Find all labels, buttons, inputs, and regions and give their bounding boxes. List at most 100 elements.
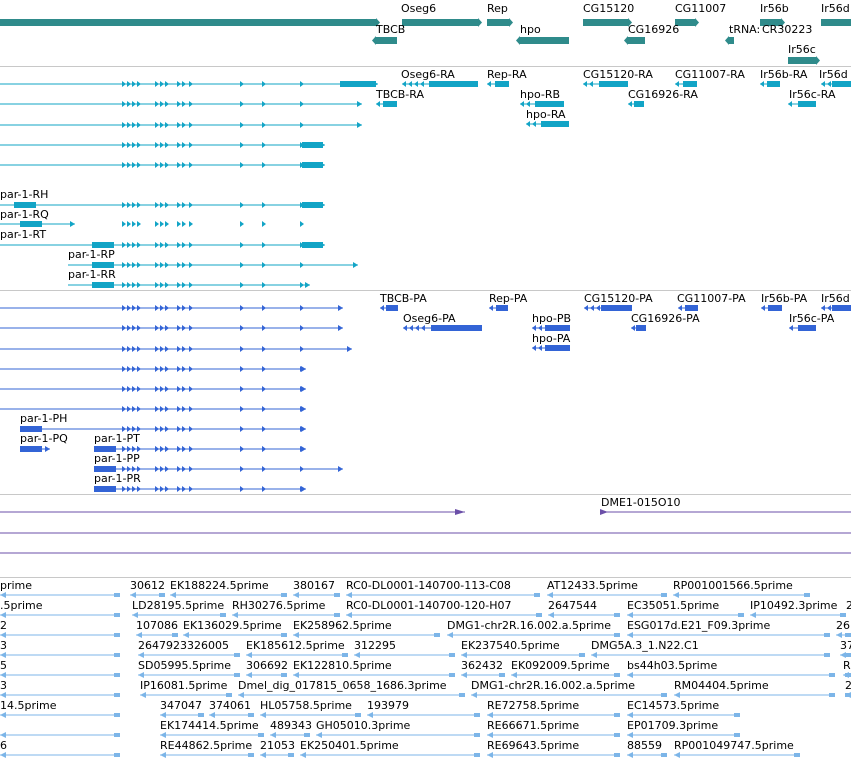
est-label[interactable]: 26	[836, 619, 850, 632]
est-label[interactable]: 380167	[293, 579, 335, 592]
cds-label[interactable]: Ir56c-PA	[789, 312, 835, 325]
cds-label[interactable]: par-1-PR	[94, 472, 141, 485]
est-label[interactable]: 6	[0, 739, 7, 752]
est-label[interactable]: DMG1-chr2R.16.002.a.5prime	[447, 619, 612, 632]
est-label[interactable]: 14.5prime	[0, 699, 57, 712]
gene-feature[interactable]	[520, 37, 569, 44]
oligo-label[interactable]: DME1-015O10	[601, 496, 681, 509]
est-label[interactable]: 107086	[136, 619, 178, 632]
gene-label[interactable]: CG15120	[583, 2, 635, 15]
gene-feature[interactable]	[376, 37, 397, 44]
transcript-label[interactable]: Ir56b-RA	[760, 68, 808, 81]
transcript-label[interactable]: par-1-RT	[0, 228, 47, 241]
est-label[interactable]: 193979	[367, 699, 409, 712]
est-label[interactable]: EP01709.3prime	[627, 719, 719, 732]
est-label[interactable]: EC35051.5prime	[627, 599, 720, 612]
est-label[interactable]: LD28195.5prime	[132, 599, 225, 612]
transcript-label[interactable]: hpo-RB	[520, 88, 561, 101]
transcript-label[interactable]: par-1-RH	[0, 188, 49, 201]
gene-label[interactable]: hpo	[520, 23, 541, 36]
est-label[interactable]: RM04404.5prime	[674, 679, 769, 692]
transcript-label[interactable]: CG11007-RA	[675, 68, 745, 81]
est-label[interactable]: 3	[0, 679, 7, 692]
gene-feature[interactable]	[729, 37, 734, 44]
est-label[interactable]: EC14573.5prime	[627, 699, 720, 712]
cds-label[interactable]: par-1-PH	[20, 412, 68, 425]
gene-feature[interactable]	[760, 19, 781, 26]
est-label[interactable]: 88559	[627, 739, 662, 752]
gene-label[interactable]: CG16926	[628, 23, 680, 36]
cds-label[interactable]: TBCB-PA	[380, 292, 427, 305]
est-label[interactable]: 312295	[354, 639, 396, 652]
est-label[interactable]: 2	[846, 599, 851, 612]
transcript-label[interactable]: par-1-RQ	[0, 208, 49, 221]
cds-label[interactable]: Ir56b-PA	[761, 292, 808, 305]
cds-label[interactable]: hpo-PA	[532, 332, 571, 345]
est-label[interactable]: ESG017d.E21_F09.3prime	[627, 619, 771, 632]
transcript-label[interactable]: Ir56d	[819, 68, 848, 81]
cds-label[interactable]: Rep-PA	[489, 292, 528, 305]
est-label[interactable]: 362432	[461, 659, 503, 672]
transcript-label[interactable]: CG15120-RA	[583, 68, 653, 81]
est-label[interactable]: EK122810.5prime	[293, 659, 392, 672]
est-label[interactable]: EK136029.5prime	[183, 619, 282, 632]
transcript-label[interactable]: hpo-RA	[526, 108, 566, 121]
est-label[interactable]: 2647544	[548, 599, 597, 612]
cds-label[interactable]: Oseg6-PA	[403, 312, 456, 325]
est-label[interactable]: 3	[0, 639, 7, 652]
est-label[interactable]: 30612	[130, 579, 165, 592]
gene-feature[interactable]	[821, 19, 851, 26]
cds-label[interactable]: hpo-PB	[532, 312, 572, 325]
est-label[interactable]: GH05010.3prime	[316, 719, 411, 732]
gene-feature[interactable]	[583, 19, 628, 26]
gene-feature[interactable]	[402, 19, 478, 26]
est-label[interactable]: EK237540.5prime	[461, 639, 560, 652]
est-label[interactable]: 2	[0, 619, 7, 632]
est-label[interactable]: EK250401.5prime	[300, 739, 399, 752]
est-label[interactable]: SD05995.5prime	[138, 659, 231, 672]
gene-label[interactable]: Ir56b	[760, 2, 789, 15]
cds-label[interactable]: par-1-PQ	[20, 432, 68, 445]
est-label[interactable]: 374061	[209, 699, 251, 712]
est-label[interactable]: RE72758.5prime	[487, 699, 580, 712]
transcript-label[interactable]: TBCB-RA	[376, 88, 424, 101]
transcript-label[interactable]: Rep-RA	[487, 68, 527, 81]
est-label[interactable]: EK092009.5prime	[511, 659, 610, 672]
est-label[interactable]: EK174414.5prime	[160, 719, 259, 732]
gene-label[interactable]: CG11007	[675, 2, 727, 15]
cds-label[interactable]: CG15120-PA	[584, 292, 653, 305]
est-label[interactable]: 37	[840, 639, 851, 652]
est-label[interactable]: RH30276.5prime	[232, 599, 326, 612]
transcript-label[interactable]: par-1-RP	[68, 248, 115, 261]
est-label[interactable]: EK258962.5prime	[293, 619, 392, 632]
est-label[interactable]: RP001049747.5prime	[674, 739, 794, 752]
est-label[interactable]: EK188224.5prime	[170, 579, 269, 592]
est-label[interactable]: RC0-DL0001-140700-120-H07	[346, 599, 512, 612]
cds-label[interactable]: par-1-PT	[94, 432, 140, 445]
est-label[interactable]: RE44862.5prime	[160, 739, 253, 752]
est-label[interactable]: Dmel_dig_017815_0658_1686.3prime	[238, 679, 447, 692]
est-label[interactable]: 2	[845, 679, 851, 692]
gene-label[interactable]: Ir56d	[821, 2, 850, 15]
est-label[interactable]: RE66671.5prime	[487, 719, 580, 732]
est-label[interactable]: R	[843, 659, 851, 672]
gene-label[interactable]: tRNA:	[729, 23, 761, 36]
est-label[interactable]: prime	[0, 579, 33, 592]
cds-label[interactable]: CG11007-PA	[677, 292, 746, 305]
est-label[interactable]: RC0-DL0001-140700-113-C08	[346, 579, 511, 592]
cds-label[interactable]: par-1-PP	[94, 452, 140, 465]
gene-label[interactable]: CR30223	[762, 23, 813, 36]
gene-label[interactable]: TBCB	[376, 23, 406, 36]
est-label[interactable]: 489343	[270, 719, 312, 732]
est-label[interactable]: DMG5A.3_1.N22.C1	[591, 639, 699, 652]
cds-label[interactable]: Ir56d	[821, 292, 850, 305]
gene-label[interactable]: Ir56c	[788, 43, 816, 56]
transcript-label[interactable]: Ir56c-RA	[789, 88, 836, 101]
est-label[interactable]: 347047	[160, 699, 202, 712]
est-label[interactable]: .5prime	[0, 599, 43, 612]
transcript-label[interactable]: par-1-RR	[68, 268, 116, 281]
est-label[interactable]: RP001001566.5prime	[673, 579, 793, 592]
transcript-label[interactable]: CG16926-RA	[628, 88, 698, 101]
